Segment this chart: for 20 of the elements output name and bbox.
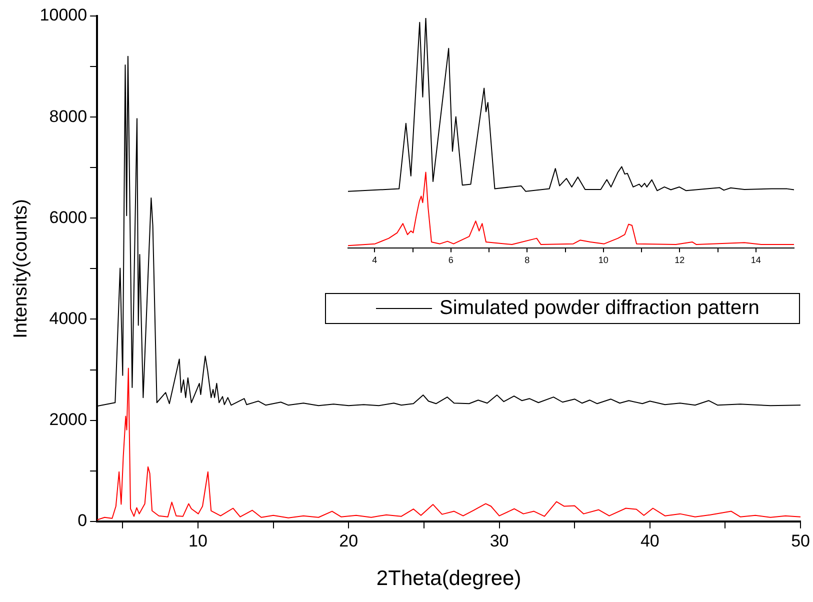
y-tick-label: 6000 xyxy=(49,208,88,227)
x-tick-label: 8 xyxy=(524,255,530,266)
y-tick-label: 0 xyxy=(78,511,88,530)
x-tick-label: 20 xyxy=(339,531,358,550)
x-axis-title: 2Theta(degree) xyxy=(376,567,522,590)
x-tick-label: 40 xyxy=(640,531,660,550)
x-tick-label: 14 xyxy=(750,255,761,266)
x-tick-label: 6 xyxy=(448,255,454,266)
y-tick-label: 2000 xyxy=(49,410,88,430)
x-tick-label: 4 xyxy=(372,255,378,266)
x-tick-label: 10 xyxy=(598,255,608,266)
y-tick-label: 8000 xyxy=(49,106,88,126)
x-tick-label: 10 xyxy=(188,531,208,550)
legend-label: Simulated powder diffraction pattern xyxy=(440,296,760,320)
y-tick-label: 10000 xyxy=(40,6,88,25)
y-tick-label: 4000 xyxy=(49,308,88,328)
x-tick-label: 50 xyxy=(791,531,810,550)
x-tick-label: 12 xyxy=(674,255,685,266)
y-axis-title: Intensity(counts) xyxy=(10,198,32,338)
x-tick-label: 30 xyxy=(490,531,509,550)
